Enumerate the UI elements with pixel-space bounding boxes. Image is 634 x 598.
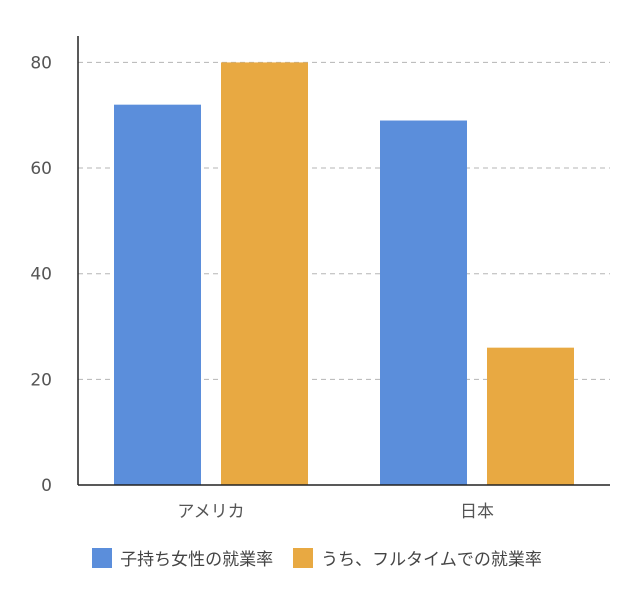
legend: 子持ち女性の就業率 うち、フルタイムでの就業率 [0,545,634,570]
bar-fulltime-1 [487,347,574,485]
y-tick-labels: 0 20 40 60 80 [30,53,52,496]
legend-label-employment: 子持ち女性の就業率 [120,550,274,570]
y-tick-label: 0 [41,476,52,496]
bar-chart: 0 20 40 60 80 アメリカ 日本 [30,36,610,522]
legend-item-employment: 子持ち女性の就業率 [92,545,273,570]
x-tick-labels: アメリカ 日本 [177,502,494,522]
y-tick-label: 40 [30,265,52,285]
legend-label-fulltime: うち、フルタイムでの就業率 [321,550,542,570]
legend-swatch-employment [92,547,113,568]
x-tick-label: アメリカ [177,502,244,522]
bar-fulltime-0 [221,62,308,485]
x-tick-label: 日本 [460,502,494,522]
bars [114,62,574,486]
y-tick-label: 60 [30,159,52,179]
y-tick-label: 20 [30,370,52,390]
bar-employment-1 [380,120,467,486]
legend-item-fulltime: うち、フルタイムでの就業率 [293,545,542,570]
y-tick-label: 80 [30,53,52,73]
axes [77,36,610,486]
bar-employment-0 [114,104,201,485]
legend-swatch-fulltime [293,547,314,568]
